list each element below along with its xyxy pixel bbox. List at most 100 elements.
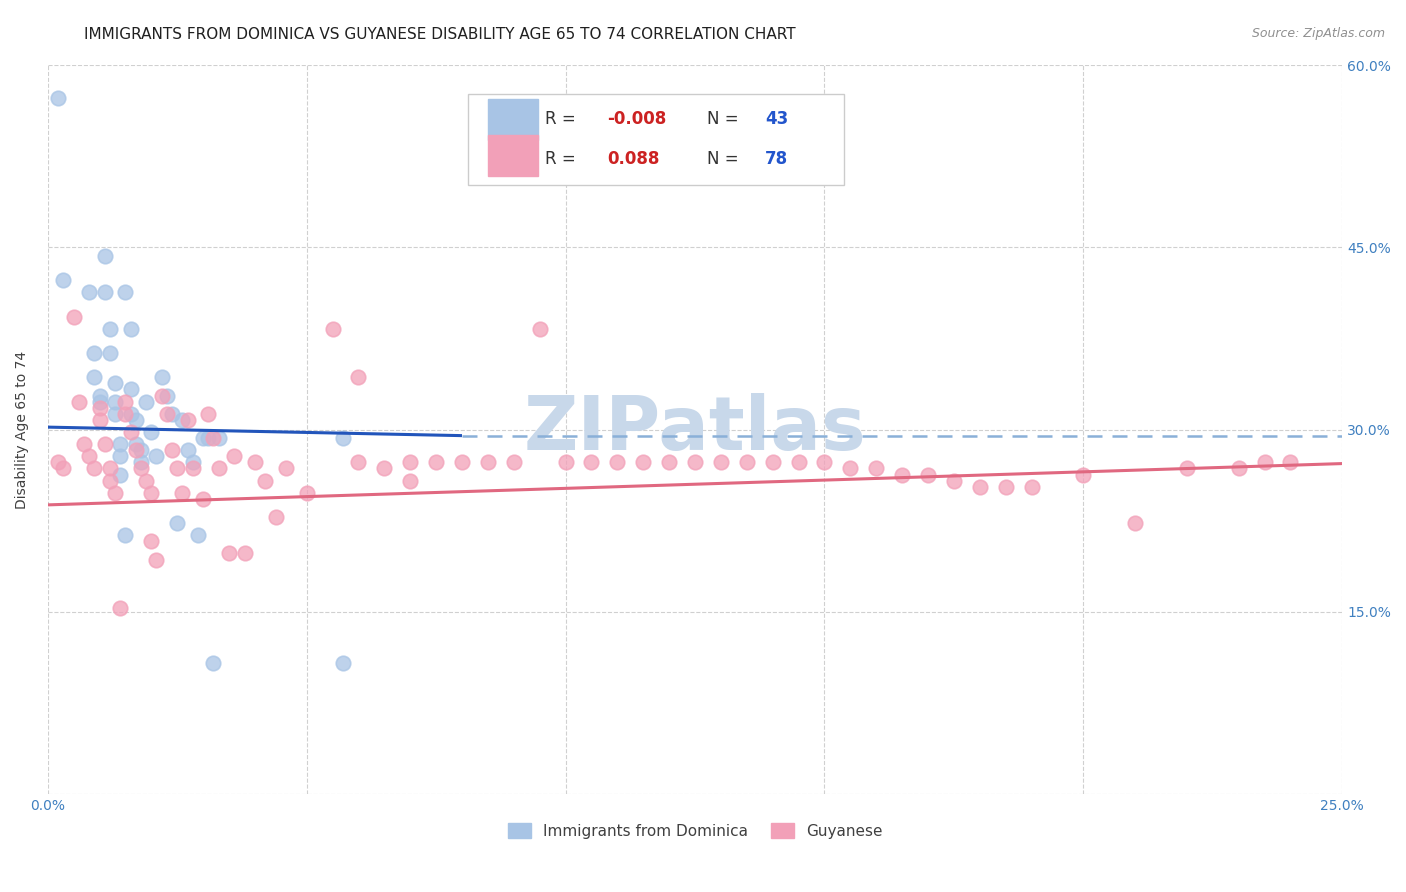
Point (166, 461, 188, 475)
Point (120, 322, 142, 336)
Point (735, 455, 758, 469)
Point (274, 461, 297, 475)
Point (114, 394, 136, 409)
Point (125, 437, 148, 451)
Point (477, 455, 499, 469)
Point (46, 455, 69, 469)
Text: ZIPatlas: ZIPatlas (523, 393, 866, 466)
Text: IMMIGRANTS FROM DOMINICA VS GUYANESE DISABILITY AGE 65 TO 74 CORRELATION CHART: IMMIGRANTS FROM DOMINICA VS GUYANESE DIS… (84, 27, 796, 42)
Point (631, 455, 654, 469)
Point (197, 431, 219, 445)
Point (202, 431, 225, 445)
Point (243, 455, 266, 469)
Point (710, 455, 733, 469)
Point (191, 491, 214, 506)
Point (62, 310, 84, 324)
Point (233, 546, 256, 560)
Point (1021, 480, 1043, 494)
Point (187, 528, 209, 542)
Point (554, 455, 576, 469)
Point (917, 467, 939, 482)
Point (207, 461, 229, 475)
Point (264, 510, 287, 524)
Point (89, 413, 111, 427)
Point (224, 450, 246, 464)
Point (295, 485, 318, 500)
Point (120, 407, 142, 421)
Point (1253, 455, 1275, 469)
Legend: Immigrants from Dominica, Guyanese: Immigrants from Dominica, Guyanese (502, 816, 889, 845)
Point (332, 656, 354, 670)
Point (197, 407, 219, 421)
Point (129, 443, 152, 458)
Point (67, 394, 90, 409)
Point (606, 455, 628, 469)
Text: N =: N = (707, 110, 744, 128)
Point (73, 437, 96, 451)
Point (156, 407, 179, 421)
Point (813, 455, 835, 469)
Text: N =: N = (707, 150, 744, 168)
Point (839, 461, 862, 475)
FancyBboxPatch shape (488, 99, 538, 139)
Point (156, 388, 179, 402)
Point (93, 249, 115, 263)
Point (52, 273, 75, 287)
Point (98, 474, 121, 488)
Y-axis label: Disability Age 65 to 74: Disability Age 65 to 74 (15, 351, 30, 508)
Text: Source: ZipAtlas.com: Source: ZipAtlas.com (1251, 27, 1385, 40)
Point (176, 443, 198, 458)
Point (98, 322, 121, 336)
Point (52, 461, 75, 475)
Point (399, 474, 422, 488)
Point (762, 455, 785, 469)
Point (172, 413, 194, 427)
Point (1123, 516, 1146, 530)
Point (114, 285, 136, 300)
Point (425, 455, 447, 469)
Point (145, 552, 167, 566)
Point (787, 455, 810, 469)
Point (529, 322, 551, 336)
Point (172, 485, 194, 500)
Point (942, 474, 965, 488)
Point (77, 450, 100, 464)
Point (89, 401, 111, 415)
Point (83, 461, 105, 475)
Point (160, 407, 183, 421)
Text: R =: R = (546, 150, 586, 168)
Point (160, 443, 183, 458)
Point (202, 656, 225, 670)
Text: 43: 43 (765, 110, 789, 128)
Point (181, 461, 204, 475)
Point (683, 455, 706, 469)
Point (110, 450, 132, 464)
Point (46, 91, 69, 105)
Point (104, 407, 127, 421)
Text: 0.088: 0.088 (607, 150, 659, 168)
Point (83, 346, 105, 360)
Point (114, 407, 136, 421)
Point (399, 455, 422, 469)
Point (1279, 455, 1302, 469)
Point (891, 467, 914, 482)
Point (89, 388, 111, 402)
Point (141, 425, 163, 439)
Point (110, 601, 132, 615)
Text: -0.008: -0.008 (607, 110, 666, 128)
FancyBboxPatch shape (488, 136, 538, 176)
Point (865, 461, 887, 475)
Point (104, 394, 127, 409)
Text: 78: 78 (765, 150, 787, 168)
Point (120, 425, 142, 439)
Text: R =: R = (546, 110, 581, 128)
Point (347, 370, 370, 384)
Point (110, 437, 132, 451)
Point (135, 394, 157, 409)
Point (89, 394, 111, 409)
Point (347, 455, 370, 469)
Point (451, 455, 474, 469)
Point (581, 455, 603, 469)
Point (1175, 461, 1198, 475)
Point (83, 370, 105, 384)
